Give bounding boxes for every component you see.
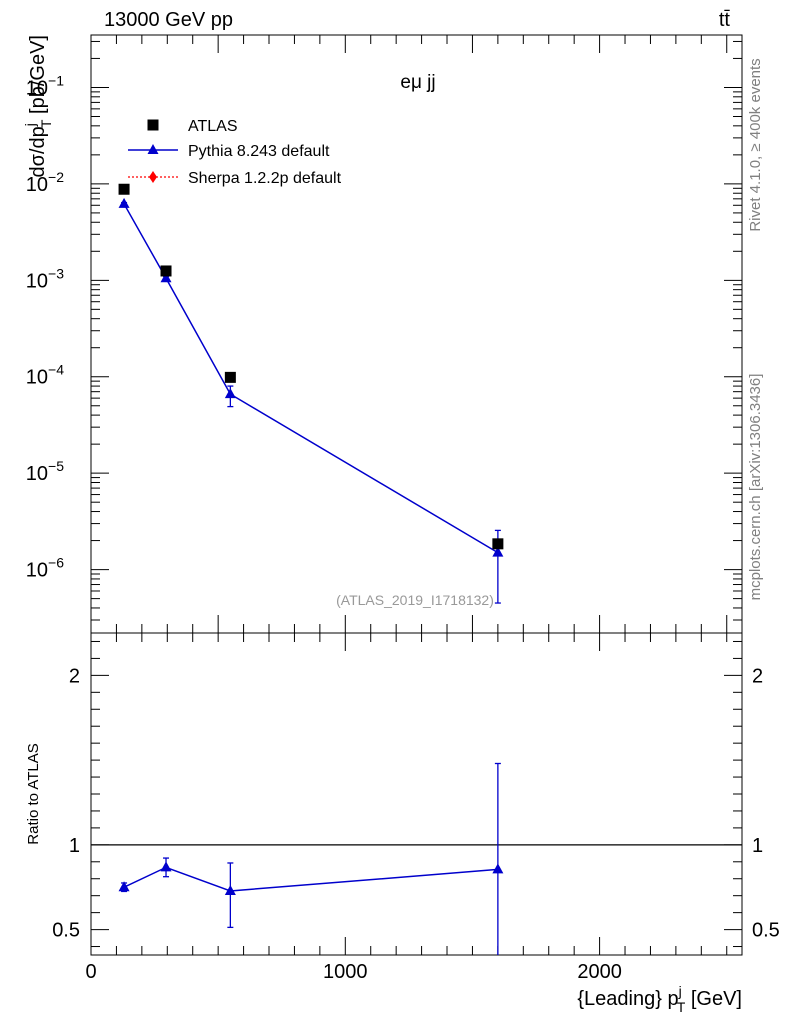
ratio-pythia-point [224, 884, 236, 895]
legend-sherpa-marker [149, 171, 157, 183]
main-data-layer [118, 183, 504, 604]
header-energy: 13000 GeV pp [104, 9, 233, 31]
main-y-axis-label: dσ/dpjT [pb/GeV] [22, 35, 54, 177]
x-tick-label: 0 [85, 961, 96, 983]
legend-label: Pythia 8.243 default [188, 143, 330, 160]
ratio-data-layer [118, 762, 504, 955]
atlas-point [118, 183, 130, 195]
ratio-y-tick-label: 1 [69, 835, 80, 857]
ratio-panel-frame [90, 632, 743, 956]
ratio-y-tick-label: 0.5 [52, 920, 80, 942]
pythia-point [160, 272, 172, 283]
atlas-point [224, 371, 236, 383]
ratio-y-tick-label-right: 1 [752, 835, 763, 857]
atlas-point [492, 538, 504, 550]
y-tick-label: 10−3 [26, 265, 64, 292]
ratio-y-tick-label-right: 2 [752, 665, 763, 687]
pythia-line [123, 203, 499, 554]
rivet-label: Rivet 4.1.0, ≥ 400k events [747, 58, 764, 231]
y-tick-label: 10−2 [26, 169, 64, 196]
legend-pythia-marker [147, 144, 159, 154]
ratio-pythia-line [123, 866, 498, 892]
y-tick-label: 10−5 [26, 458, 64, 485]
x-axis-label: {Leading} pj T [GeV] [577, 983, 742, 1015]
x-tick-label: 1000 [323, 961, 368, 983]
ratio-y-axis-label: Ratio to ATLAS [25, 743, 42, 844]
plot-title: eμ jj [400, 72, 435, 93]
y-tick-label: 10−6 [26, 555, 64, 582]
y-tick-label: 10−4 [26, 362, 64, 389]
ratio-pythia-point [160, 861, 172, 872]
legend-label: Sherpa 1.2.2p default [188, 170, 342, 187]
atlas-point [160, 265, 172, 277]
main-axis-ticks: 10−6 10−5 10−4 10−3 10−2 10−1 [26, 35, 742, 633]
pythia-point [118, 197, 130, 208]
pythia-point [492, 546, 504, 557]
y-tick-label: 10−1 [26, 72, 64, 99]
pythia-point [224, 388, 236, 399]
x-tick-label: 2000 [577, 961, 622, 983]
analysis-id: (ATLAS_2019_I1718132) [336, 592, 494, 608]
legend-atlas-marker [147, 119, 159, 131]
mcplots-label: mcplots.cern.ch [arXiv:1306.3436] [747, 374, 764, 601]
ratio-pythia-point [492, 863, 504, 874]
ratio-axis-ticks: 0.5 0.5 1 1 2 2 0 1000 2000 [52, 633, 780, 983]
ratio-y-tick-label-right: 0.5 [752, 920, 780, 942]
header-process: tt̄ [719, 9, 731, 31]
legend: ATLAS Pythia 8.243 default Sherpa 1.2.2p d… [128, 118, 342, 187]
ratio-y-tick-label: 2 [69, 665, 80, 687]
ratio-pythia-point [118, 881, 130, 892]
legend-label: ATLAS [188, 118, 238, 135]
